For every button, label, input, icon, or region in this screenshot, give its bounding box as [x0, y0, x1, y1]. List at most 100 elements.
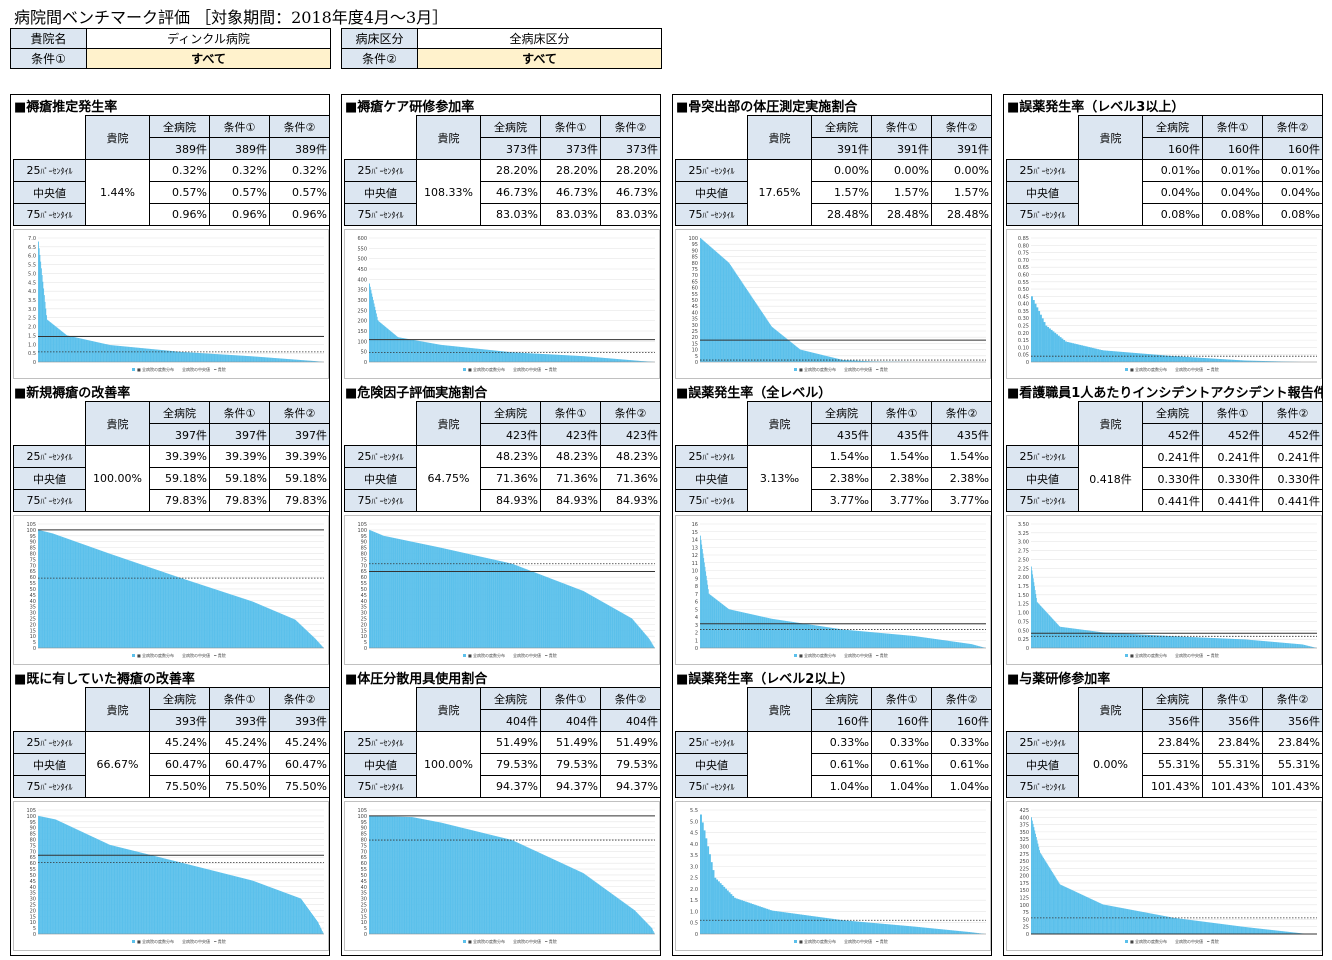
bar: [586, 875, 588, 934]
bar: [180, 862, 182, 934]
p25-label-sub: ﾊﾟｰｾﾝﾀｲﾙ: [702, 739, 735, 748]
y-tick-label: 70: [361, 563, 367, 569]
bar: [1140, 634, 1142, 648]
bar: [417, 542, 418, 648]
bar: [914, 926, 917, 934]
bar: [826, 627, 828, 648]
bar: [1313, 647, 1314, 648]
bar: [622, 613, 624, 648]
bar: [732, 268, 734, 362]
p75-label: 75ﾊﾟｰｾﾝﾀｲﾙ: [675, 489, 748, 512]
bar: [416, 542, 418, 648]
bar: [553, 859, 555, 934]
bar: [463, 828, 465, 934]
y-tick-label: 15: [361, 914, 367, 920]
bar: [249, 880, 251, 934]
bar: [189, 352, 191, 362]
bar: [75, 828, 76, 934]
bar: [581, 590, 583, 648]
bar: [787, 339, 788, 362]
bar: [123, 558, 125, 648]
cond1-median: 59.18%: [209, 467, 270, 490]
distribution-chart: 0 50 100 150 200 250 300 350 400 450 500 550 600 ■ 全病…: [344, 229, 660, 379]
bar: [73, 540, 75, 648]
bar: [1073, 343, 1076, 362]
bar: [1099, 631, 1101, 648]
bar: [48, 818, 50, 934]
bar: [439, 344, 441, 362]
bar: [955, 641, 956, 648]
condition1-value[interactable]: すべて: [86, 48, 331, 69]
bar: [504, 838, 506, 934]
bar: [492, 559, 493, 648]
bar: [709, 594, 711, 648]
bar: [153, 569, 155, 648]
bar: [56, 820, 58, 934]
y-tick-label: 30: [692, 323, 698, 329]
bar: [848, 630, 850, 648]
bar: [536, 851, 537, 934]
bar: [705, 575, 707, 648]
bar: [509, 352, 511, 362]
cond2-p25: 0.00%: [931, 159, 992, 182]
bar: [1151, 635, 1152, 648]
bar: [632, 619, 633, 648]
bar: [173, 351, 175, 362]
bar: [160, 349, 161, 362]
bar: [436, 344, 438, 362]
bar: [315, 639, 317, 648]
bar: [909, 635, 911, 648]
bar: [273, 888, 275, 934]
bar: [64, 333, 66, 362]
bar: [380, 816, 382, 934]
bar: [99, 840, 101, 934]
bar: [1273, 642, 1275, 648]
bar: [214, 871, 216, 934]
y-tick-label: 90: [361, 826, 367, 832]
bar: [734, 610, 736, 648]
cond2-header: 条件②: [269, 401, 330, 424]
bar: [93, 341, 95, 362]
bar: [447, 345, 449, 362]
bar: [394, 538, 396, 648]
bar: [522, 352, 524, 362]
bar: [215, 871, 217, 934]
bar: [200, 867, 202, 934]
p75-label-num: 75: [357, 208, 372, 221]
bar: [250, 880, 252, 934]
bar: [128, 560, 129, 648]
bar: [778, 332, 780, 362]
bar: [640, 917, 642, 934]
condition2-value[interactable]: すべて: [417, 48, 662, 69]
bar: [207, 869, 209, 934]
bar: [158, 570, 160, 648]
bar: [570, 355, 572, 362]
y-tick-label: 65: [30, 569, 36, 575]
bar: [1067, 887, 1069, 934]
bar: [641, 361, 643, 362]
bar: [205, 868, 207, 934]
cond1-header: 条件①: [540, 115, 601, 138]
bar-group: [38, 815, 324, 934]
bar: [578, 871, 580, 934]
bar: [1205, 637, 1206, 648]
bar: [597, 883, 599, 934]
bar-group: [1031, 296, 1302, 362]
bar: [383, 325, 385, 362]
bar: [372, 296, 373, 362]
bar: [900, 925, 903, 934]
bar: [409, 339, 411, 362]
bar: [855, 360, 857, 362]
bar: [210, 870, 212, 934]
bar: [804, 623, 806, 648]
bar: [455, 826, 457, 934]
bar: [164, 572, 166, 648]
bar: [549, 857, 551, 934]
bar: [226, 354, 228, 362]
bar: [560, 862, 562, 934]
kiin-header: 貴院: [1078, 115, 1143, 160]
bar: [638, 914, 639, 934]
y-tick-label: 0: [364, 646, 367, 652]
bar: [131, 850, 133, 934]
bar: [99, 840, 101, 934]
